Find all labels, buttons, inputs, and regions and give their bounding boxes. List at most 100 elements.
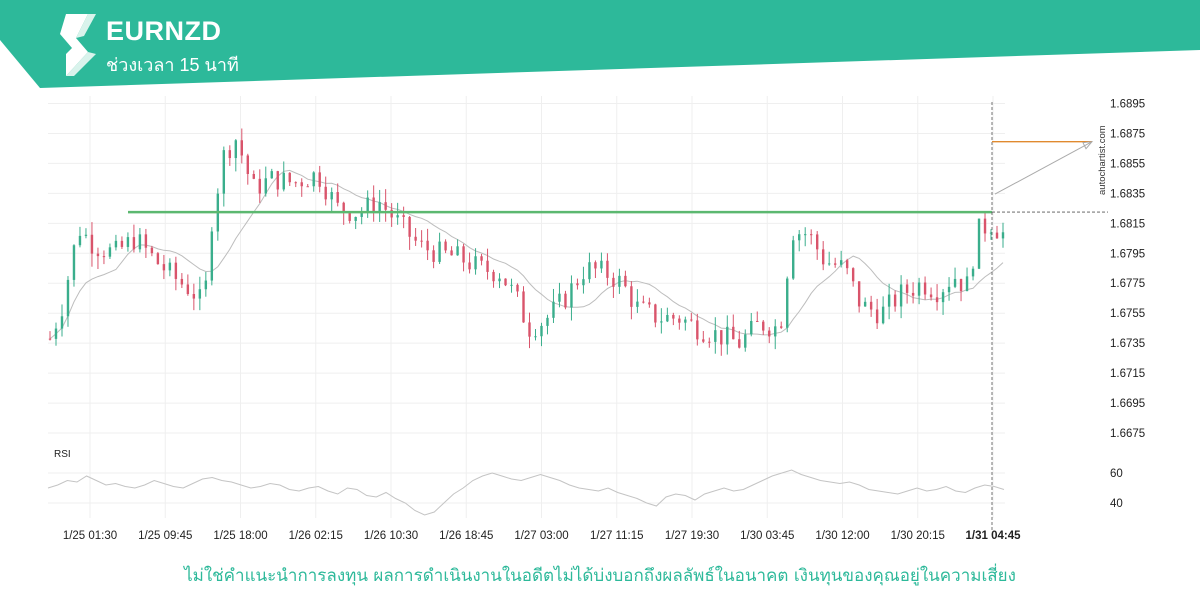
candle-down bbox=[923, 282, 927, 295]
candle-up bbox=[534, 336, 537, 338]
candle-down bbox=[120, 240, 124, 247]
candle-up bbox=[684, 319, 687, 323]
price-tick-label: 1.6815 bbox=[1110, 218, 1145, 230]
candle-down bbox=[762, 321, 765, 331]
time-tick-label: 1/26 18:45 bbox=[439, 530, 493, 542]
candle-up bbox=[330, 192, 333, 200]
candle-up bbox=[588, 262, 591, 280]
candle-up bbox=[204, 280, 208, 290]
candle-down bbox=[815, 234, 819, 250]
rsi-line bbox=[47, 469, 1005, 516]
candle-up bbox=[210, 231, 214, 281]
candle-down bbox=[246, 155, 249, 174]
candle-up bbox=[552, 301, 555, 318]
time-tick-label: 1/27 03:00 bbox=[514, 530, 568, 542]
timeframe-label: ช่วงเวลา 15 นาที bbox=[106, 55, 239, 75]
candle-up bbox=[396, 215, 399, 218]
candle-up bbox=[582, 279, 585, 286]
candle-down bbox=[821, 249, 825, 265]
candle-down bbox=[654, 304, 657, 323]
candle-down bbox=[869, 301, 873, 310]
candle-up bbox=[264, 178, 267, 194]
candle-up bbox=[540, 325, 543, 337]
candle-up bbox=[798, 234, 801, 241]
candle-down bbox=[833, 263, 837, 265]
header-background bbox=[0, 0, 1200, 88]
candle-up bbox=[804, 234, 807, 236]
time-tick-label: 1/26 02:15 bbox=[289, 530, 343, 542]
candle-up bbox=[456, 246, 459, 256]
candle-up bbox=[881, 306, 885, 324]
candle-up bbox=[354, 216, 357, 221]
candle-up bbox=[618, 275, 621, 287]
candle-down bbox=[851, 268, 855, 282]
price-tick-label: 1.6775 bbox=[1110, 278, 1145, 290]
candle-up bbox=[792, 240, 795, 279]
candle-down bbox=[810, 234, 813, 236]
candle-down bbox=[384, 202, 387, 210]
price-tick-label: 1.6675 bbox=[1110, 428, 1145, 440]
candle-up bbox=[438, 241, 441, 262]
candle-down bbox=[300, 182, 303, 187]
candle-down bbox=[414, 236, 417, 241]
candle-down bbox=[845, 260, 849, 269]
candle-down bbox=[612, 277, 615, 287]
candle-down bbox=[342, 202, 345, 213]
candle-down bbox=[372, 197, 375, 213]
candle-up bbox=[234, 140, 238, 159]
candle-down bbox=[893, 294, 897, 307]
candle-down bbox=[732, 326, 735, 340]
rsi-tick-label: 40 bbox=[1110, 498, 1123, 510]
candle-up bbox=[774, 326, 777, 337]
candle-down bbox=[594, 262, 597, 269]
candle-up bbox=[72, 245, 76, 280]
chart-grid bbox=[48, 96, 1005, 518]
time-tick-label: 1/30 12:00 bbox=[815, 530, 869, 542]
price-tick-label: 1.6835 bbox=[1110, 188, 1145, 200]
price-tick-label: 1.6715 bbox=[1110, 368, 1145, 380]
time-tick-label: 1/27 11:15 bbox=[590, 530, 644, 542]
candle-up bbox=[750, 321, 753, 335]
candle-down bbox=[144, 234, 148, 248]
candle-up bbox=[558, 293, 561, 302]
candle-down bbox=[258, 178, 261, 194]
candle-down bbox=[174, 262, 178, 279]
candle-down bbox=[324, 186, 327, 200]
candle-up bbox=[786, 278, 789, 328]
candle-down bbox=[252, 173, 255, 179]
candle-up bbox=[941, 292, 945, 303]
current-time-tick-label: 1/31 04:45 bbox=[966, 530, 1022, 542]
candle-down bbox=[462, 246, 465, 263]
candle-down bbox=[306, 186, 309, 188]
candle-down bbox=[720, 330, 723, 345]
candle-down bbox=[504, 278, 507, 286]
time-tick-label: 1/30 03:45 bbox=[740, 530, 794, 542]
candle-up bbox=[839, 260, 843, 265]
candle-down bbox=[528, 322, 531, 337]
moving-average-line bbox=[49, 169, 1004, 340]
candle-down bbox=[606, 260, 609, 278]
price-tick-label: 1.6855 bbox=[1110, 158, 1145, 170]
candle-up bbox=[660, 321, 663, 323]
candle-down bbox=[624, 275, 627, 287]
candle-up bbox=[863, 301, 867, 307]
candle-down bbox=[468, 262, 471, 270]
candle-down bbox=[432, 250, 435, 262]
candle-down bbox=[995, 232, 999, 239]
brand-logo-icon bbox=[60, 14, 96, 76]
candle-up bbox=[726, 326, 729, 345]
header-banner: EURNZD ช่วงเวลา 15 นาที bbox=[0, 0, 1200, 90]
candle-up bbox=[546, 317, 549, 326]
candle-down bbox=[426, 240, 429, 251]
candle-down bbox=[192, 294, 196, 299]
candle-down bbox=[576, 283, 579, 286]
time-axis: 1/25 01:30 1/25 09:45 1/25 18:00 1/26 02:15… bbox=[63, 530, 1021, 542]
candle-down bbox=[875, 309, 879, 324]
candle-down bbox=[756, 321, 759, 323]
candle-up bbox=[270, 171, 273, 179]
candle-down bbox=[516, 284, 519, 292]
candle-up bbox=[636, 301, 639, 307]
time-tick-label: 1/26 10:30 bbox=[364, 530, 418, 542]
candle-down bbox=[186, 284, 190, 295]
